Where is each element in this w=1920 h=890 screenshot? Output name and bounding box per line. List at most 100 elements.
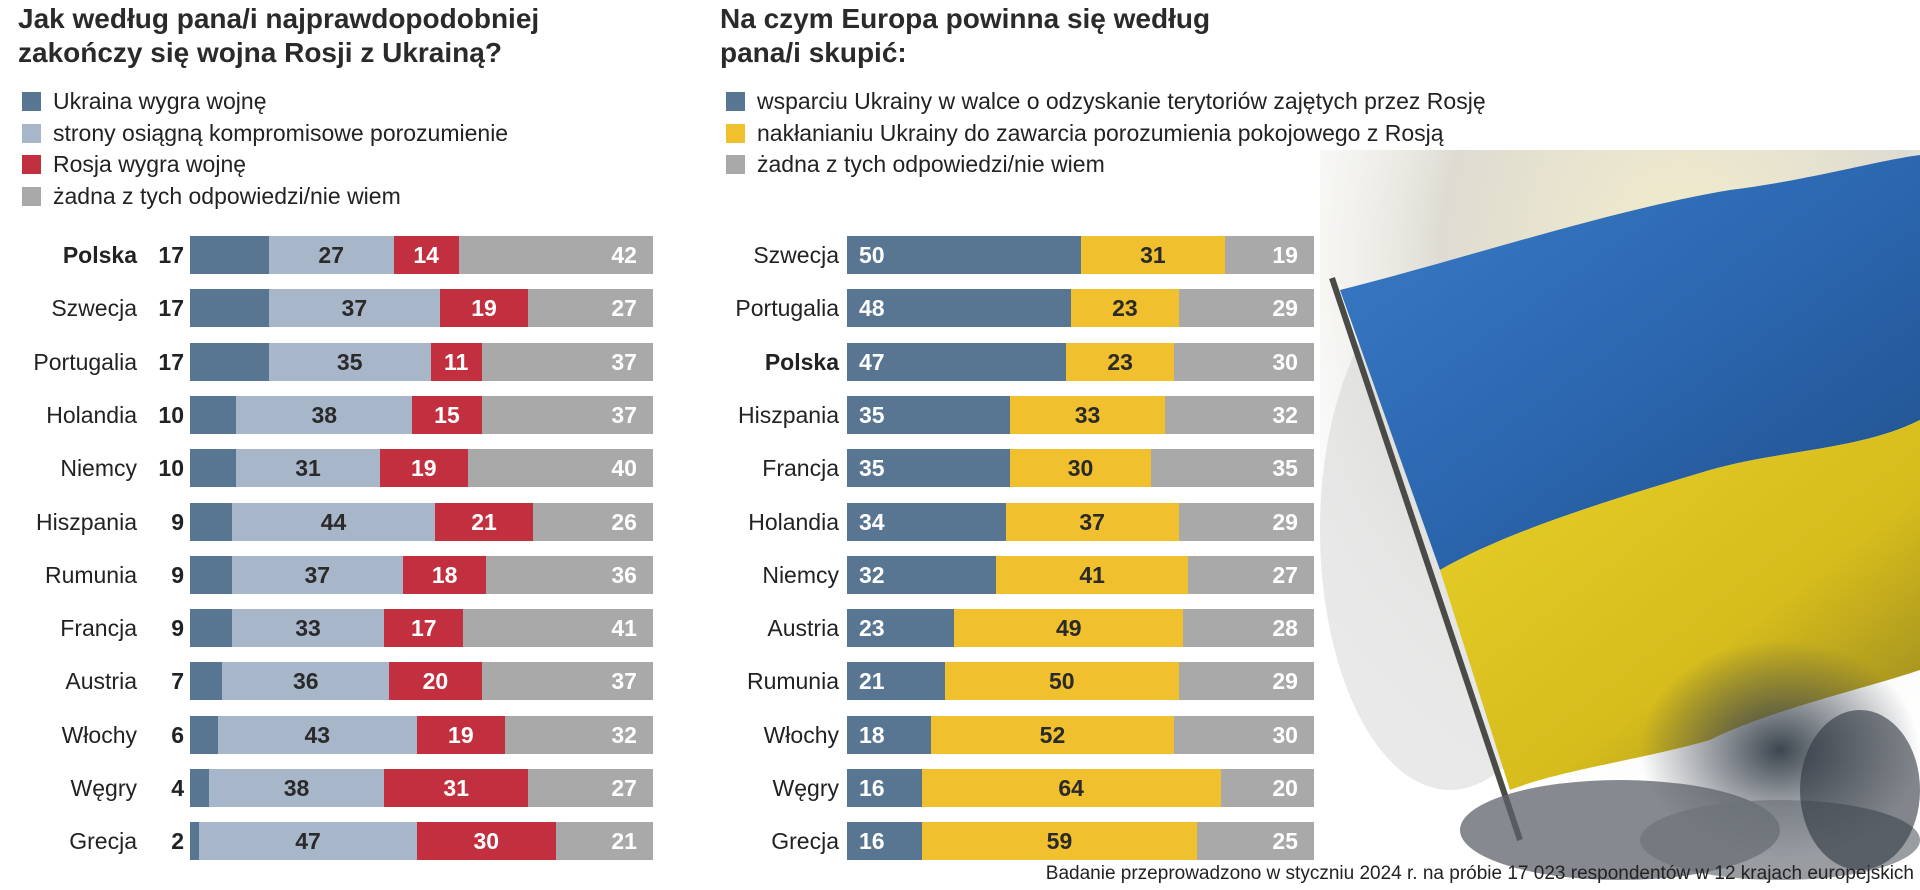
- value-label: 28: [1272, 615, 1298, 642]
- value-label: 9: [171, 561, 184, 588]
- bar-segment: 37: [481, 342, 653, 381]
- bar-segment: 31: [384, 769, 528, 807]
- value-label: 6: [171, 721, 184, 748]
- right-chart: Szwecja 50 31 19 Portugalia 48 23 29 Polska 47 23 3…: [735, 236, 1314, 861]
- value-label: 31: [1140, 242, 1166, 268]
- bar-segment: 33: [1010, 395, 1165, 434]
- right-title-line1: Na czym Europa powinna się według: [720, 3, 1211, 34]
- bar-segment: 41: [463, 609, 653, 648]
- bar-segment: 37: [231, 555, 403, 594]
- value-label: 47: [295, 828, 321, 855]
- legend-label: wsparciu Ukrainy w walce o odzyskanie te…: [757, 88, 1486, 114]
- bar-segment: 27: [1187, 555, 1314, 594]
- bar-row: 18 52 30: [847, 715, 1314, 754]
- category-label: Grecja: [771, 828, 839, 855]
- value-label: 20: [422, 668, 449, 695]
- value-label: 32: [859, 561, 885, 588]
- value-label: 27: [611, 775, 637, 801]
- bar-row: 33 17 41: [190, 609, 653, 648]
- bar-segment: 25: [1197, 822, 1314, 861]
- legend-label: Ukraina wygra wojnę: [53, 88, 267, 114]
- bar-segment: 29: [1178, 502, 1314, 541]
- bar-row: 35 30 35: [847, 449, 1314, 488]
- value-label: 23: [859, 615, 885, 642]
- bar-row: 21 50 29: [847, 662, 1314, 701]
- bar-segment: 30: [1173, 715, 1314, 754]
- bar-segment: 35: [847, 449, 1011, 488]
- value-label: 43: [304, 721, 331, 748]
- category-label: Niemcy: [60, 455, 137, 482]
- left-title-line1: Jak według pana/i najprawdopodobniej: [18, 3, 540, 34]
- value-label: 31: [443, 775, 469, 801]
- category-label: Węgry: [772, 775, 839, 801]
- bar-segment: 21: [435, 502, 533, 541]
- legend-item: nakłanianiu Ukrainy do zawarcia porozumi…: [726, 118, 1526, 150]
- value-label: 29: [1272, 508, 1298, 535]
- legend-label: żadna z tych odpowiedzi/nie wiem: [757, 151, 1105, 177]
- bar-segment: 41: [996, 555, 1188, 594]
- bar-segment: [190, 342, 269, 381]
- value-label: 10: [158, 401, 184, 428]
- value-label: 32: [1272, 401, 1298, 428]
- legend-swatch: [726, 92, 745, 112]
- left-chart-title: Jak według pana/i najprawdopodobniej zak…: [18, 2, 658, 70]
- value-label: 10: [158, 455, 184, 482]
- category-label: Hiszpania: [36, 508, 137, 535]
- category-label: Portugalia: [33, 348, 137, 375]
- category-label: Szwecja: [51, 295, 137, 322]
- bar-segment: 35: [268, 342, 431, 381]
- bar-row: 37 19 27: [190, 289, 653, 328]
- bar-segment: 19: [379, 449, 468, 488]
- value-label: 36: [611, 561, 637, 588]
- bar-row: 35 33 32: [847, 395, 1314, 434]
- bar-segment: 27: [268, 236, 394, 274]
- legend-swatch: [726, 123, 745, 143]
- value-label: 32: [611, 721, 637, 748]
- bar-segment: 50: [945, 662, 1179, 701]
- bar-row: 32 41 27: [847, 555, 1314, 594]
- value-label: 17: [158, 348, 184, 375]
- bar-row: 44 21 26: [190, 502, 653, 541]
- value-label: 34: [859, 508, 885, 535]
- bar-segment: 32: [847, 555, 997, 594]
- bar-segment: 23: [847, 609, 955, 648]
- bar-segment: [190, 609, 232, 648]
- value-label: 19: [411, 455, 437, 482]
- footnote: Badanie przeprowadzono w styczniu 2024 r…: [1045, 863, 1914, 884]
- category-label: Austria: [65, 668, 137, 695]
- bar-segment: 16: [847, 822, 922, 861]
- bar-segment: 19: [1225, 236, 1314, 274]
- value-label: 30: [1272, 348, 1298, 375]
- value-label: 40: [611, 455, 637, 482]
- bar-segment: 35: [1150, 449, 1314, 488]
- value-label: 44: [320, 508, 347, 535]
- category-label: Polska: [764, 348, 839, 375]
- value-label: 18: [431, 561, 458, 588]
- value-label: 21: [859, 668, 885, 695]
- bar-segment: [190, 555, 232, 594]
- value-label: 7: [171, 668, 184, 695]
- bar-row: 16 59 25: [847, 822, 1314, 861]
- value-label: 26: [611, 508, 637, 535]
- bar-segment: 21: [847, 662, 946, 701]
- left-legend: Ukraina wygra wojnę strony osiągną kompro…: [22, 86, 662, 212]
- value-label: 30: [1067, 455, 1094, 482]
- category-label: Węgry: [70, 775, 137, 801]
- value-label: 27: [611, 295, 637, 322]
- bar-segment: 29: [1178, 662, 1314, 701]
- category-label: Włochy: [763, 721, 839, 748]
- value-label: 36: [292, 668, 319, 695]
- bar-segment: 38: [208, 769, 385, 807]
- category-label: Portugalia: [735, 295, 839, 322]
- bar-segment: 15: [412, 395, 482, 434]
- bar-segment: 16: [847, 769, 922, 807]
- value-label: 21: [611, 828, 637, 855]
- legend-swatch: [22, 186, 41, 206]
- bar-segment: 20: [1220, 769, 1314, 807]
- value-label: 37: [341, 295, 368, 322]
- legend-label: żadna z tych odpowiedzi/nie wiem: [53, 182, 401, 209]
- value-label: 2: [171, 828, 184, 855]
- bar-row: 37 18 36: [190, 555, 653, 594]
- bar-segment: 19: [416, 715, 505, 754]
- category-label: Hiszpania: [738, 401, 839, 428]
